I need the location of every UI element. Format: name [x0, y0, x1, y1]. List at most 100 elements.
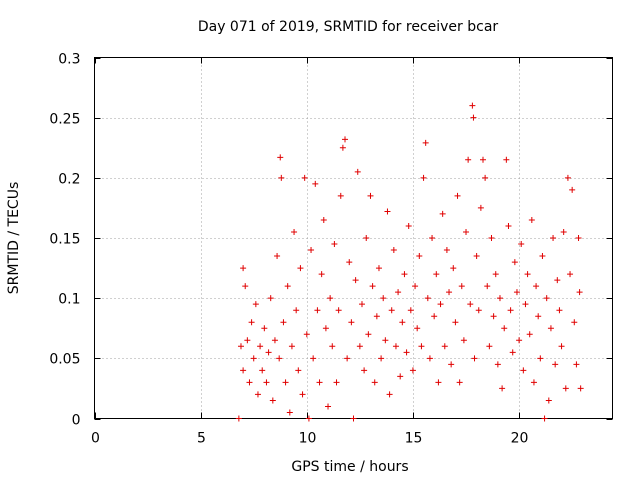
data-point [299, 391, 306, 398]
data-point [390, 247, 397, 254]
data-point [456, 379, 463, 386]
data-point [571, 319, 578, 326]
data-point [310, 355, 317, 362]
data-point [318, 271, 325, 278]
data-point [486, 343, 493, 350]
data-point [545, 397, 552, 404]
axes: 0 5 10 15 20 0 0.05 0.1 0.15 0.2 0.25 0.3 [49, 52, 613, 447]
data-point [337, 192, 344, 199]
data-point [320, 216, 327, 223]
data-point [274, 253, 281, 260]
y-tick-label: 0.25 [49, 112, 80, 128]
data-point [484, 283, 491, 290]
data-point [395, 289, 402, 296]
data-point [533, 283, 540, 290]
data-point [269, 397, 276, 404]
data-point [418, 343, 425, 350]
data-point [329, 343, 336, 350]
data-point [350, 415, 357, 422]
data-point [261, 325, 268, 332]
data-point [373, 313, 380, 320]
data-point [335, 307, 342, 314]
data-point [375, 265, 382, 272]
data-point [286, 409, 293, 416]
data-point [369, 283, 376, 290]
data-point [420, 174, 427, 181]
data-point [237, 343, 244, 350]
data-point [282, 379, 289, 386]
data-point [416, 253, 423, 260]
data-point [339, 144, 346, 151]
data-point [460, 337, 467, 344]
data-point [567, 271, 574, 278]
data-point [384, 208, 391, 215]
data-point [284, 283, 291, 290]
data-point [363, 235, 370, 241]
x-tick-label: 5 [197, 431, 206, 447]
chart-title: Day 071 of 2019, SRMTID for receiver bca… [198, 19, 499, 35]
data-point [530, 379, 537, 386]
data-point [473, 253, 480, 260]
data-point [358, 301, 365, 308]
data-point [560, 228, 567, 235]
y-tick-label: 0.3 [58, 52, 80, 68]
data-point [295, 367, 302, 374]
data-point [399, 319, 406, 326]
data-point [446, 289, 453, 296]
data-point [333, 379, 340, 386]
data-point [344, 355, 351, 362]
data-point [537, 355, 544, 362]
data-point [303, 331, 310, 338]
data-point [291, 228, 298, 235]
data-point [308, 247, 315, 254]
data-point [575, 235, 582, 241]
x-tick-label: 15 [405, 431, 423, 447]
x-axis-label: GPS time / hours [291, 459, 408, 475]
x-tick-label: 20 [511, 431, 529, 447]
data-point [352, 277, 359, 284]
data-point [439, 210, 446, 217]
data-point [490, 313, 497, 320]
data-point [429, 235, 436, 241]
data-point [469, 102, 476, 109]
data-point [501, 325, 508, 332]
data-point [297, 265, 304, 272]
data-point [513, 289, 520, 296]
data-point [365, 331, 372, 338]
data-point [405, 222, 412, 229]
data-point [470, 114, 477, 121]
data-point [463, 228, 470, 235]
data-point [528, 216, 535, 223]
data-point [276, 355, 283, 362]
data-point [403, 349, 410, 356]
data-point [412, 283, 419, 290]
data-point [543, 295, 550, 302]
data-point [573, 361, 580, 368]
x-tick-label: 10 [299, 431, 317, 447]
data-point [254, 391, 261, 398]
data-point [488, 235, 495, 241]
data-point [424, 295, 431, 302]
data-point [293, 307, 300, 314]
data-point [327, 295, 334, 302]
data-point [505, 222, 512, 229]
data-point [448, 361, 455, 368]
data-point [422, 139, 429, 146]
data-point [471, 355, 478, 362]
data-point [265, 349, 272, 356]
data-point [443, 247, 450, 254]
data-point [509, 349, 516, 356]
data-point [271, 337, 278, 344]
data-point [407, 307, 414, 314]
data-point [458, 283, 465, 290]
data-point [564, 174, 571, 181]
data-point [409, 367, 416, 374]
data-point [552, 361, 559, 368]
data-points [235, 102, 584, 422]
y-tick-label: 0.2 [58, 172, 80, 188]
grid [94, 57, 613, 419]
data-point [388, 307, 395, 314]
data-point [346, 259, 353, 266]
data-point [392, 343, 399, 350]
